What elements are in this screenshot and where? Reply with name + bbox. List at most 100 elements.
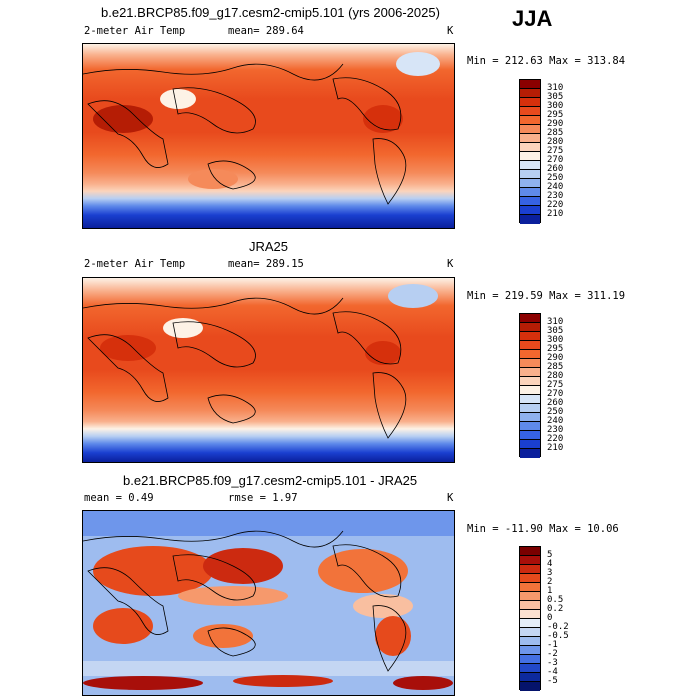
panel2-map [82, 277, 455, 463]
colorbar-label: 220 [547, 434, 564, 444]
colorbar-swatch [520, 98, 540, 107]
panel1-map [82, 43, 455, 229]
colorbar-label: 0 [547, 613, 553, 623]
colorbar-swatch [520, 646, 540, 655]
colorbar-label: 0.2 [547, 604, 564, 614]
colorbar-label: 305 [547, 326, 564, 336]
colorbar-label: -1 [547, 640, 558, 650]
panel3-map [82, 510, 455, 696]
colorbar-swatch [520, 601, 540, 610]
panel3-colorbar [519, 546, 541, 691]
colorbar-label: 210 [547, 443, 564, 453]
colorbar-label: -5 [547, 676, 558, 686]
colorbar-swatch [520, 89, 540, 98]
colorbar-swatch [520, 413, 540, 422]
colorbar-swatch [520, 107, 540, 116]
colorbar-swatch [520, 368, 540, 377]
colorbar-label: 285 [547, 362, 564, 372]
colorbar-swatch [520, 592, 540, 601]
colorbar-swatch [520, 215, 540, 224]
colorbar-label: 4 [547, 559, 553, 569]
panel1-colorbar [519, 79, 541, 224]
colorbar-swatch [520, 80, 540, 89]
colorbar-label: 240 [547, 182, 564, 192]
colorbar-label: -0.5 [547, 631, 569, 641]
panel2-mean-label: mean= 289.15 [228, 258, 304, 270]
colorbar-swatch [520, 161, 540, 170]
colorbar-swatch [520, 682, 540, 691]
colorbar-label: 290 [547, 119, 564, 129]
colorbar-label: 300 [547, 335, 564, 345]
colorbar-label: 2 [547, 577, 553, 587]
panel3-rmse-label: rmse = 1.97 [228, 492, 298, 504]
panel3-minmax: Min = -11.90 Max = 10.06 [467, 523, 619, 535]
colorbar-swatch [520, 404, 540, 413]
colorbar-swatch [520, 610, 540, 619]
colorbar-swatch [520, 440, 540, 449]
colorbar-label: 295 [547, 344, 564, 354]
colorbar-swatch [520, 574, 540, 583]
panel1-unit-label: K [447, 25, 454, 37]
panel1-minmax: Min = 212.63 Max = 313.84 [467, 55, 626, 67]
colorbar-label: 280 [547, 371, 564, 381]
colorbar-swatch [520, 664, 540, 673]
colorbar-swatch [520, 197, 540, 206]
colorbar-label: 230 [547, 191, 564, 201]
colorbar-swatch [520, 332, 540, 341]
colorbar-label: 280 [547, 137, 564, 147]
colorbar-swatch [520, 628, 540, 637]
panel2-title: JRA25 [249, 239, 289, 254]
colorbar-label: 275 [547, 146, 564, 156]
colorbar-label: -4 [547, 667, 558, 677]
colorbar-swatch [520, 431, 540, 440]
colorbar-label: 0.5 [547, 595, 564, 605]
colorbar-label: 275 [547, 380, 564, 390]
panel2-unit-label: K [447, 258, 454, 270]
colorbar-label: 3 [547, 568, 553, 578]
colorbar-label: 285 [547, 128, 564, 138]
colorbar-swatch [520, 449, 540, 458]
colorbar-swatch [520, 583, 540, 592]
colorbar-swatch [520, 655, 540, 664]
panel1-mean-label: mean= 289.64 [228, 25, 304, 37]
colorbar-label: -3 [547, 658, 558, 668]
colorbar-label: -0.2 [547, 622, 569, 632]
colorbar-swatch [520, 386, 540, 395]
colorbar-label: 1 [547, 586, 553, 596]
panel1-title: b.e21.BRCP85.f09_g17.cesm2-cmip5.101 (yr… [101, 5, 440, 20]
colorbar-swatch [520, 152, 540, 161]
colorbar-label: -2 [547, 649, 558, 659]
colorbar-swatch [520, 134, 540, 143]
panel2-colorbar [519, 313, 541, 458]
colorbar-label: 260 [547, 398, 564, 408]
colorbar-swatch [520, 359, 540, 368]
colorbar-swatch [520, 422, 540, 431]
colorbar-label: 270 [547, 389, 564, 399]
colorbar-label: 210 [547, 209, 564, 219]
panel2-variable-label: 2-meter Air Temp [84, 258, 186, 270]
colorbar-label: 295 [547, 110, 564, 120]
colorbar-swatch [520, 341, 540, 350]
colorbar-swatch [520, 637, 540, 646]
colorbar-label: 305 [547, 92, 564, 102]
panel3-title: b.e21.BRCP85.f09_g17.cesm2-cmip5.101 - J… [123, 473, 418, 488]
colorbar-swatch [520, 170, 540, 179]
colorbar-swatch [520, 565, 540, 574]
colorbar-swatch [520, 377, 540, 386]
colorbar-label: 5 [547, 550, 553, 560]
colorbar-label: 290 [547, 353, 564, 363]
colorbar-swatch [520, 206, 540, 215]
panel1-variable-label: 2-meter Air Temp [84, 25, 186, 37]
colorbar-label: 270 [547, 155, 564, 165]
colorbar-label: 260 [547, 164, 564, 174]
colorbar-label: 250 [547, 407, 564, 417]
colorbar-label: 310 [547, 317, 564, 327]
season-label: JJA [512, 6, 553, 31]
colorbar-label: 220 [547, 200, 564, 210]
colorbar-swatch [520, 350, 540, 359]
colorbar-label: 240 [547, 416, 564, 426]
colorbar-swatch [520, 125, 540, 134]
colorbar-label: 230 [547, 425, 564, 435]
colorbar-label: 250 [547, 173, 564, 183]
colorbar-swatch [520, 179, 540, 188]
